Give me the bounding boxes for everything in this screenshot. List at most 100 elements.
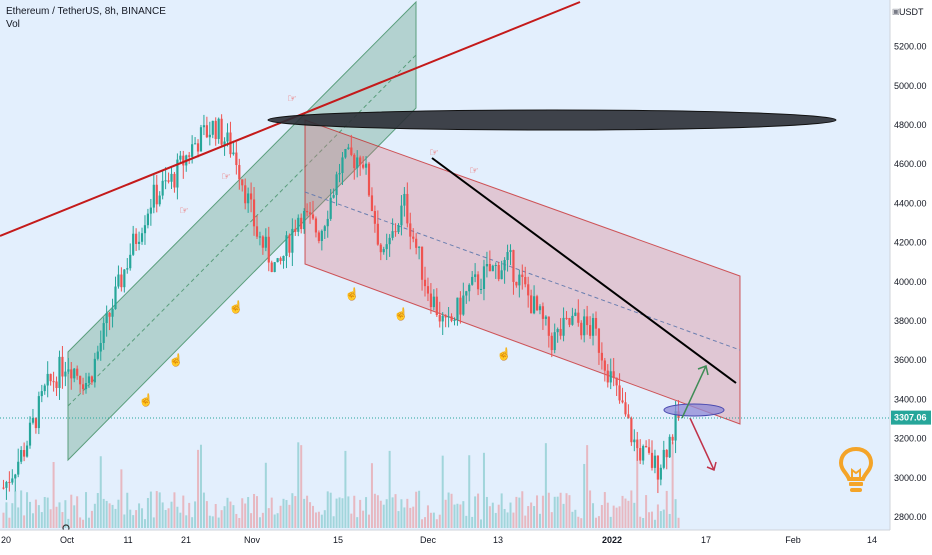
volume-bar	[506, 512, 509, 528]
volume-bar	[82, 519, 85, 528]
volume-bar	[258, 517, 261, 528]
volume-bar	[31, 513, 34, 528]
volume-bar	[335, 498, 338, 528]
volume-bar	[497, 504, 500, 528]
time-tick-label: Nov	[244, 535, 261, 545]
price-tick-label: 4800.00	[894, 120, 927, 130]
candle-body	[647, 447, 651, 453]
volume-bar	[273, 514, 276, 528]
candle-body	[344, 149, 347, 158]
volume-bar	[353, 495, 356, 528]
volume-bar	[388, 450, 391, 528]
candle-body	[81, 384, 85, 390]
volume-bar	[521, 491, 524, 528]
hand-pointer-icon: ☞	[287, 93, 297, 105]
volume-bar	[199, 444, 202, 528]
volume-bar	[536, 495, 539, 528]
volume-bar	[14, 490, 17, 528]
volume-bar	[297, 442, 300, 528]
price-tick-label: 4200.00	[894, 238, 927, 248]
volume-bar	[391, 497, 394, 528]
volume-bar	[93, 503, 96, 528]
candle-body	[580, 322, 583, 336]
volume-bar	[244, 503, 247, 528]
candle-body	[164, 180, 167, 182]
volume-bar	[373, 493, 376, 528]
candle-body	[553, 332, 556, 351]
volume-bar	[73, 505, 76, 528]
candle-body	[249, 193, 253, 200]
candle-body	[123, 269, 126, 288]
candle-body	[503, 259, 506, 271]
candle-body	[668, 436, 671, 458]
candle-body	[188, 155, 191, 157]
time-tick-label: 21	[181, 535, 191, 545]
candle-body	[129, 254, 132, 269]
volume-bar	[52, 461, 55, 528]
volume-bar	[662, 509, 665, 528]
candle-body	[665, 449, 668, 458]
lightbulb-icon[interactable]	[838, 446, 874, 496]
volume-bar	[580, 518, 583, 528]
volume-bar	[223, 506, 226, 528]
candle-body	[518, 274, 521, 286]
volume-bar	[589, 490, 592, 528]
volume-bar	[217, 517, 220, 528]
volume-bar	[85, 492, 88, 528]
volume-bar	[226, 497, 229, 528]
volume-bar	[382, 504, 385, 528]
symbol-title[interactable]: Ethereum / TetherUS, 8h, BINANCE	[6, 6, 166, 17]
candle-body	[14, 474, 17, 479]
candle-body	[571, 315, 574, 325]
volume-bar	[179, 512, 182, 528]
volume-bar	[270, 497, 273, 528]
overlay-layer: ☝ ☝ ☝ ☝ ☝ ☝ ☞ ☞ ☞ ☞ ☞	[0, 1, 890, 532]
volume-bar	[341, 498, 344, 528]
candle-body	[347, 147, 350, 150]
volume-bar	[241, 498, 244, 528]
candle-body	[282, 255, 285, 261]
candle-body	[394, 231, 397, 233]
candle-body	[521, 274, 524, 278]
volume-bar	[102, 498, 105, 528]
volume-bar	[488, 506, 491, 528]
volume-bar	[586, 445, 589, 528]
candle-body	[291, 228, 294, 253]
volume-bar	[120, 469, 123, 528]
candle-body	[441, 315, 444, 322]
candle-body	[556, 328, 559, 333]
black-trendline	[431, 157, 737, 384]
volume-bar	[279, 505, 282, 528]
candle-body	[202, 125, 206, 128]
candle-body	[285, 235, 288, 256]
candle-body	[191, 144, 194, 157]
volume-bar	[359, 499, 362, 528]
candle-body	[34, 417, 37, 429]
price-tick-label: 4600.00	[894, 159, 927, 169]
volume-bar	[630, 490, 633, 528]
volume-bar	[34, 499, 37, 528]
candle-body	[43, 385, 46, 392]
candle-body	[28, 422, 32, 446]
volume-label[interactable]: Vol	[6, 19, 20, 30]
green-arrow-head	[697, 364, 709, 376]
candle-body	[244, 185, 247, 204]
volume-bar	[135, 510, 138, 528]
volume-bar	[338, 497, 341, 528]
volume-bar	[468, 455, 471, 528]
volume-bar	[633, 502, 636, 528]
candle-body	[565, 317, 568, 319]
time-scale[interactable]: 20 Oct 11 21 Nov 15 Dec 13 2022 17 Feb 14	[0, 529, 932, 550]
candle-body	[199, 127, 203, 152]
volume-bar	[261, 512, 264, 528]
volume-bar	[397, 511, 400, 528]
time-tick-label: 11	[123, 535, 132, 545]
candle-body	[506, 252, 509, 260]
price-scale[interactable]: USDT▣ 5200.00 5000.00 4800.00 4600.00 4400.00…	[889, 0, 932, 530]
volume-bar	[376, 495, 379, 528]
volume-bar	[415, 491, 418, 528]
candle-body	[583, 316, 586, 336]
volume-bar	[123, 514, 126, 528]
candle-body	[247, 193, 250, 204]
candle-body	[323, 226, 326, 231]
